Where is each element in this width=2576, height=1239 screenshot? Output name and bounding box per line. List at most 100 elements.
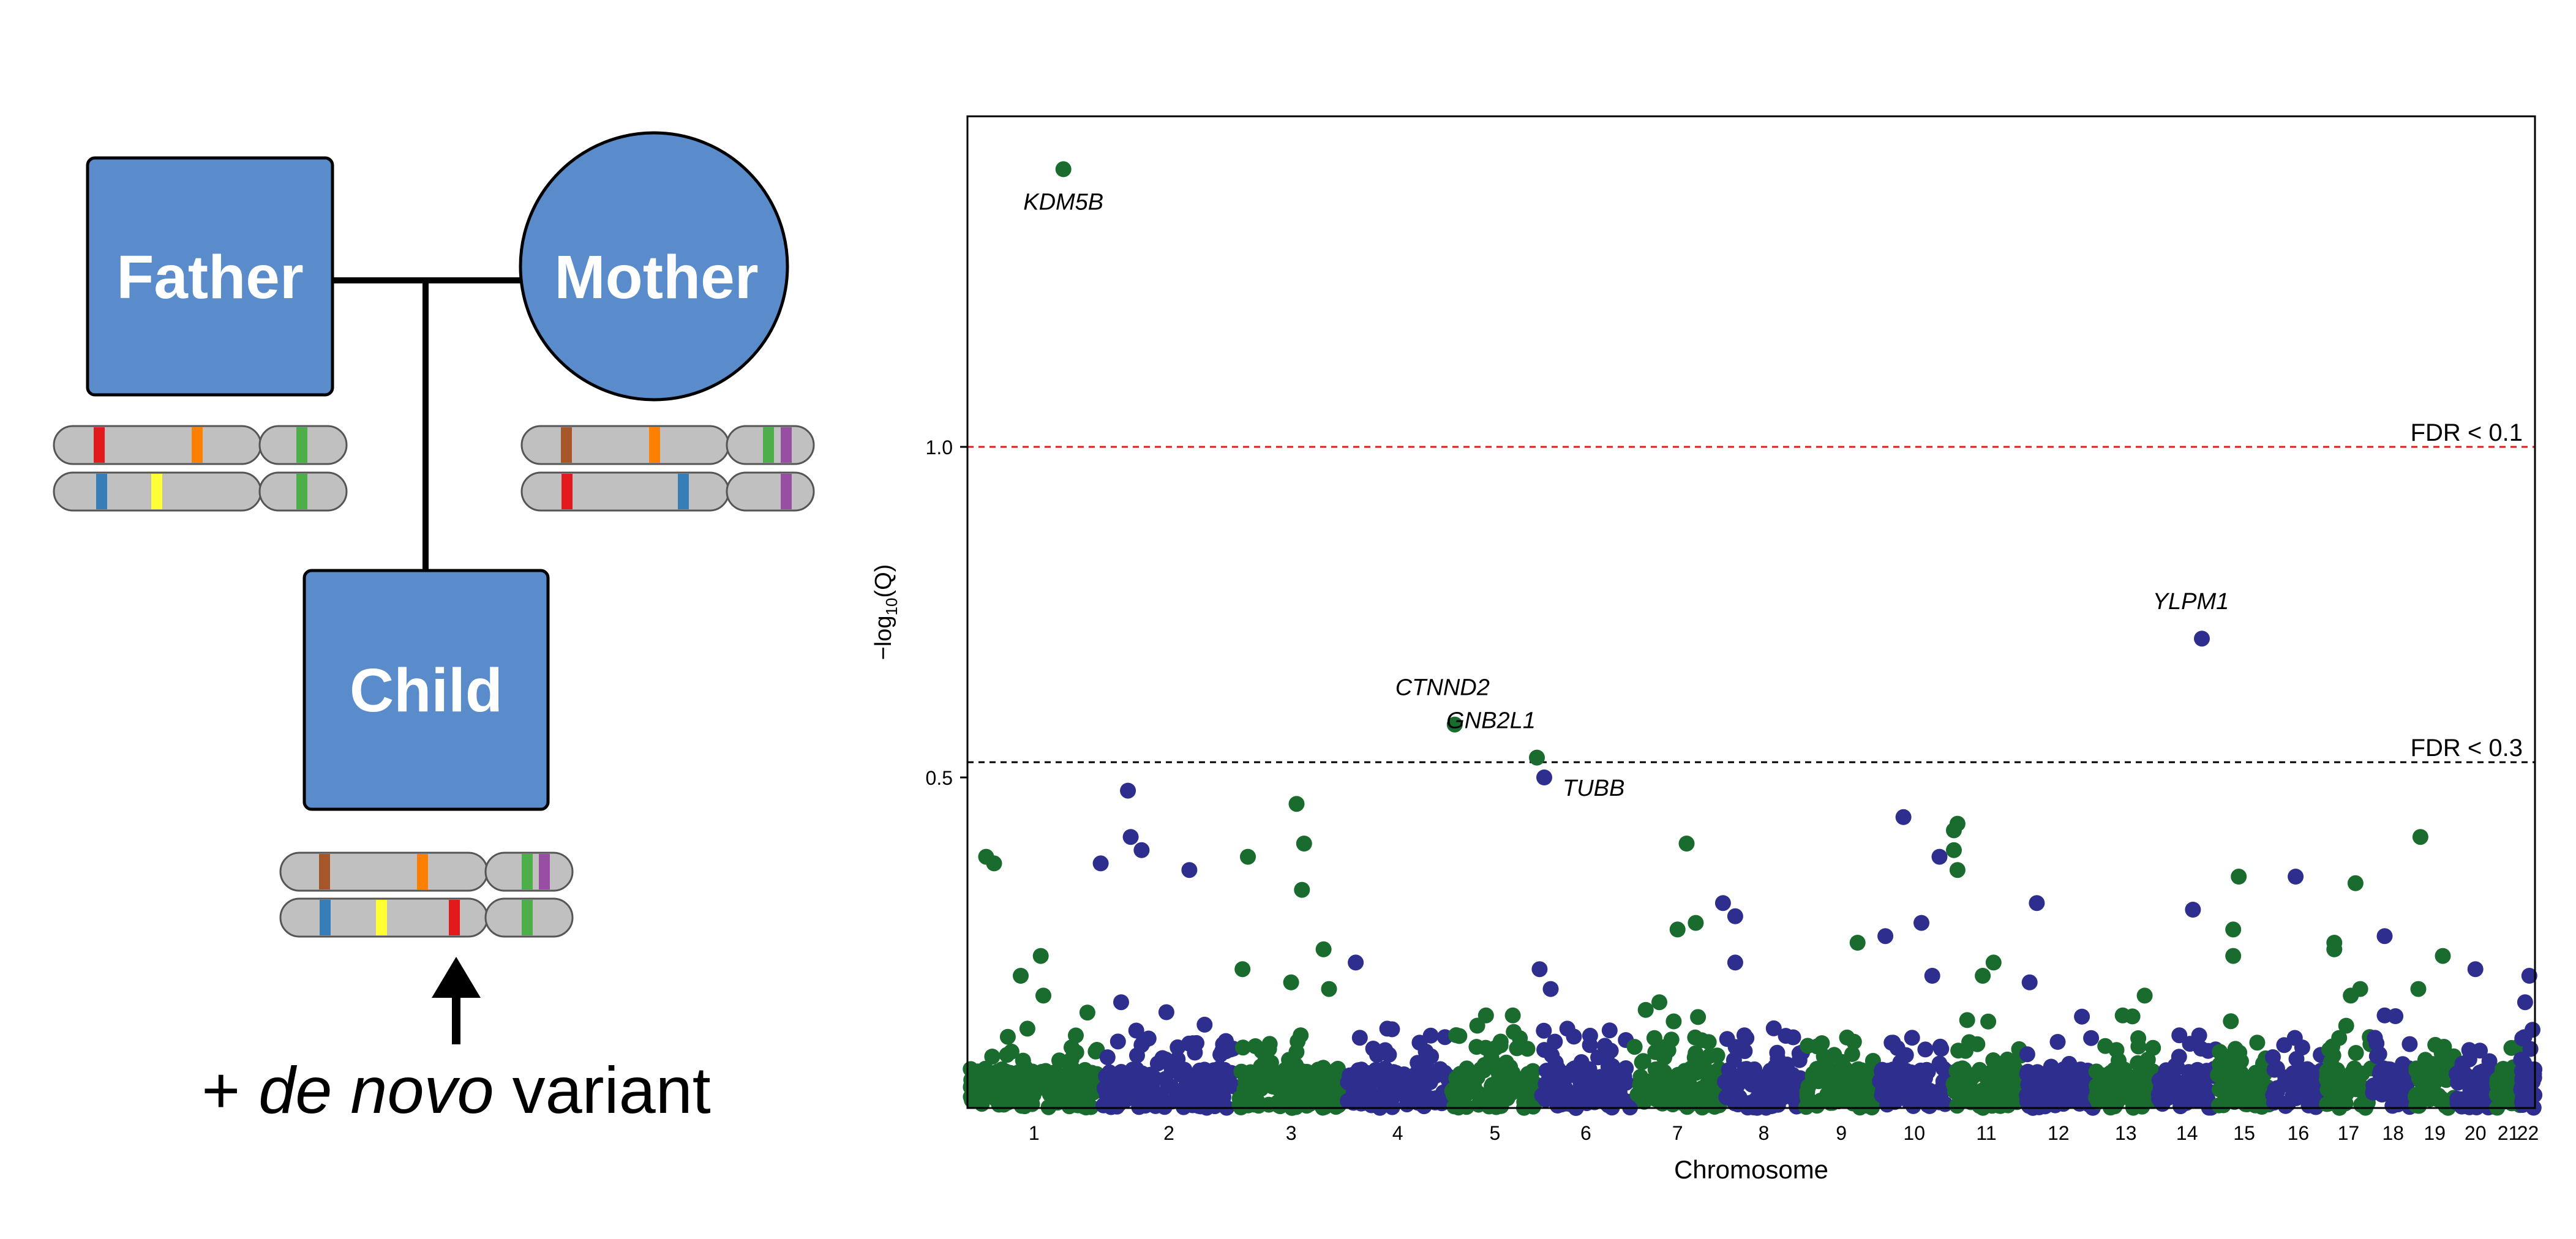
data-point (2021, 974, 2038, 990)
data-point (1158, 1004, 1174, 1020)
mother-node: Mother (519, 131, 789, 402)
data-point (1985, 954, 2002, 971)
data-point (1233, 1063, 1250, 1080)
de-novo-arrow (432, 957, 481, 1044)
plot-frame (966, 115, 2536, 1109)
data-point (1051, 1052, 1067, 1069)
data-point (2266, 1061, 2283, 1078)
data-point (1582, 1027, 1598, 1044)
chromosome-9-points (1798, 1029, 1885, 1116)
father-label: Father (116, 243, 304, 312)
y-tick-label: 0.5 (926, 767, 953, 789)
data-point (1737, 1061, 1753, 1077)
data-point (1016, 1098, 1033, 1115)
data-point (1247, 1038, 1264, 1054)
data-point (1195, 1063, 1211, 1080)
data-point (2367, 1030, 2383, 1046)
data-point (2331, 1030, 2348, 1046)
x-tick-label: 22 (2517, 1122, 2539, 1144)
data-point (1296, 836, 1312, 852)
x-axis-title: Chromosome (1674, 1155, 1828, 1184)
data-point (1068, 1027, 1084, 1044)
data-point (1459, 1099, 1475, 1115)
data-point (1059, 1073, 1075, 1090)
x-tick-label: 6 (1580, 1122, 1591, 1144)
data-point (1727, 954, 1743, 971)
data-point (1772, 1077, 1789, 1093)
data-point (999, 1028, 1016, 1045)
data-point (1552, 1086, 1568, 1102)
data-point (1975, 968, 1991, 984)
data-point (2347, 875, 2364, 891)
data-point (2338, 1017, 2354, 1034)
data-point (2089, 1077, 2105, 1094)
data-point (1188, 1035, 1204, 1051)
manhattan-plot: FDR < 0.1 FDR < 0.3 KDM5B CTNND2 GNB2L1 TUBB… (871, 115, 2543, 1184)
data-point (2097, 1038, 2114, 1054)
data-point (2169, 1059, 2185, 1076)
data-point (2103, 1095, 2120, 1111)
data-point (1785, 1029, 1801, 1046)
data-point (1240, 848, 1256, 865)
data-point (966, 1065, 982, 1081)
chromosome-8-points (1717, 1020, 1811, 1116)
data-point (1547, 1054, 1564, 1071)
chromosome-7-points (1626, 1001, 1729, 1116)
data-point (2065, 1074, 2081, 1091)
data-point (1814, 1035, 1830, 1052)
data-point (2232, 1091, 2249, 1107)
data-point (2220, 1084, 2236, 1101)
data-point (1002, 1068, 1019, 1084)
chromosome-3-points (1231, 1027, 1348, 1116)
data-point (2495, 1061, 2511, 1077)
data-point (1032, 948, 1049, 964)
data-point (2133, 1066, 2150, 1082)
notable-points (978, 782, 2537, 1037)
data-point (1478, 1007, 1494, 1024)
child-node: Child (302, 569, 550, 811)
data-point (1234, 961, 1251, 978)
data-point (1686, 1085, 1702, 1102)
data-point (1327, 1064, 1344, 1080)
data-point (1531, 961, 1548, 978)
data-point (964, 1092, 980, 1109)
data-point (2264, 1049, 2281, 1065)
data-point (1401, 1075, 1417, 1091)
data-point (1176, 1061, 1193, 1078)
data-point (1373, 1095, 1389, 1111)
data-point (1887, 1084, 1903, 1100)
data-point (1945, 1076, 1962, 1092)
data-point (1128, 1061, 1144, 1077)
x-tick-label: 17 (2338, 1122, 2360, 1144)
data-point (1541, 1076, 1557, 1092)
data-point (1179, 1074, 1196, 1090)
pedigree-diagram: Father Mother Child (53, 131, 815, 1127)
data-point (1749, 1068, 1765, 1084)
data-point (1663, 1069, 1680, 1086)
chromosome-22-points (2513, 1022, 2543, 1116)
data-point (1596, 1091, 1613, 1107)
data-point (1113, 994, 1129, 1011)
gene-label: YLPM1 (2153, 589, 2229, 615)
data-point (2225, 921, 2242, 938)
data-point (2517, 994, 2533, 1011)
data-point (1114, 1075, 1131, 1091)
child-chromosomes (279, 852, 574, 938)
data-point (1365, 1041, 1381, 1057)
data-point (1924, 968, 1940, 984)
y-axis: 0.5 1.0 (926, 436, 967, 789)
father-chromosomes (53, 425, 348, 512)
father-node: Father (86, 156, 334, 397)
data-point (1288, 796, 1305, 812)
data-point (1649, 1080, 1665, 1096)
gene-label: CTNND2 (1395, 675, 1490, 701)
data-point (1411, 1035, 1428, 1051)
data-point (1140, 1030, 1157, 1047)
data-point (1931, 848, 1948, 865)
data-point (1245, 1096, 1262, 1113)
data-point (1601, 1022, 1618, 1039)
data-point (1565, 1061, 1582, 1077)
data-point (1110, 1033, 1126, 1050)
chromosome-5-points (1444, 1017, 1544, 1116)
chromosome-17-points (2318, 1017, 2379, 1116)
